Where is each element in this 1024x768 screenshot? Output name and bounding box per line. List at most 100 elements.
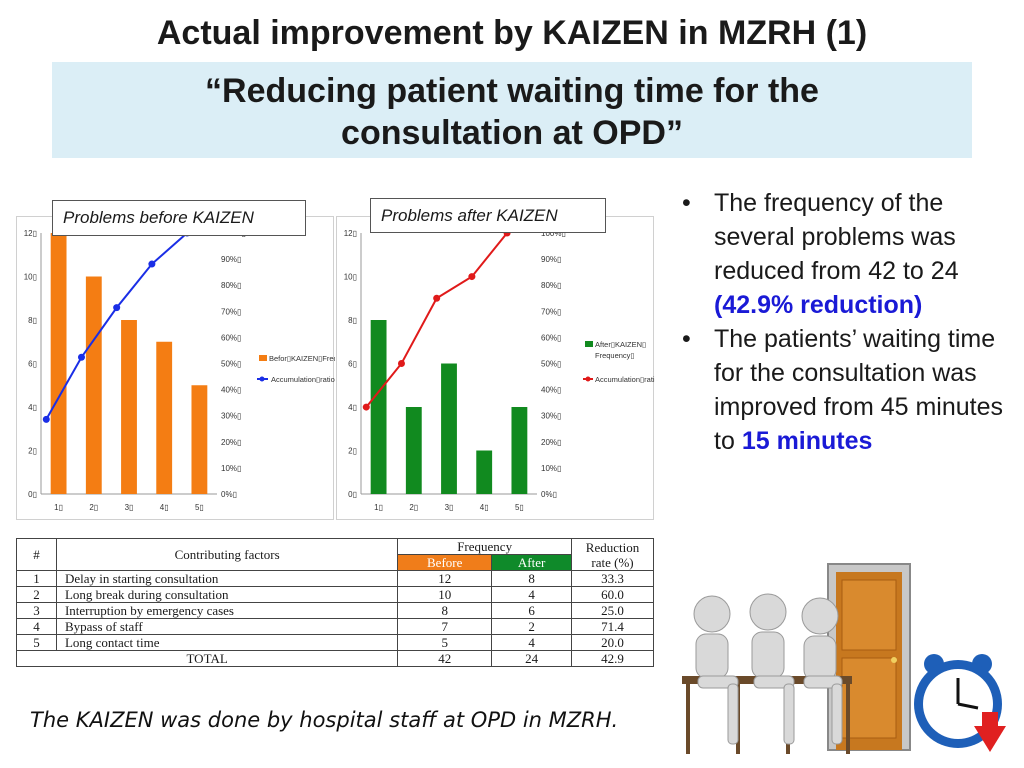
y2-tick-label: 30%▯ (541, 412, 561, 421)
bullet-2-text: The patients’ waiting time for the consu… (714, 325, 1004, 455)
y-tick-label: 10▯ (344, 273, 357, 282)
y-tick-label: 12▯ (24, 229, 37, 238)
y2-tick-label: 90%▯ (541, 255, 561, 264)
x-tick-label: 5▯ (195, 503, 204, 512)
y2-tick-label: 100%▯ (541, 229, 566, 238)
table-row: 3 Interruption by emergency cases 8 6 25.0 (16, 602, 654, 619)
x-tick-label: 2▯ (89, 503, 98, 512)
cell-factor: Bypass of staff (55, 618, 399, 635)
chart-after-svg: 0▯ 2▯ 4▯ 6▯ 8▯ 10▯ 12▯ 0%▯ 10%▯ 20%▯ 30%▯ 40%▯ 50%▯ 6… (344, 229, 655, 512)
x-tick-label: 3▯ (445, 503, 454, 512)
cell-before: 10 (397, 586, 493, 603)
legend-label: Befor▯KAIZEN▯Frequency▯ (269, 354, 335, 363)
line-point (42, 415, 50, 423)
line-point (362, 403, 370, 411)
y-tick-label: 2▯ (348, 447, 357, 456)
cell-num: 2 (16, 586, 57, 603)
y2-tick-label: 50%▯ (221, 360, 241, 369)
cell-rate: 20.0 (571, 634, 654, 651)
x-tick-label: 5▯ (515, 503, 524, 512)
y-tick-label: 4▯ (28, 403, 37, 412)
bar (121, 320, 137, 494)
bar (50, 233, 67, 494)
y-tick-label: 0▯ (348, 490, 357, 499)
y-tick-label: 8▯ (28, 316, 37, 325)
bar (405, 407, 422, 494)
bullet-dot-icon: • (682, 189, 691, 217)
cell-num: 5 (16, 634, 57, 651)
bullet-list: • The frequency of the several problems … (680, 186, 1010, 458)
bullet-dot-icon: • (682, 325, 691, 353)
y2-tick-label: 70%▯ (221, 307, 241, 316)
cell-after: 6 (491, 602, 573, 619)
header-num: # (16, 538, 57, 571)
cell-factor: Interruption by emergency cases (55, 602, 399, 619)
bar (85, 276, 102, 494)
y2-tick-label: 30%▯ (221, 412, 241, 421)
cell-after: 4 (491, 586, 573, 603)
cell-before: 5 (397, 634, 493, 651)
table-row: 2 Long break during consultation 10 4 60.0 (16, 586, 654, 603)
cell-factor: Long break during consultation (55, 586, 399, 603)
y-tick-label: 10▯ (24, 273, 37, 282)
bar (156, 341, 173, 494)
y2-tick-label: 80%▯ (541, 281, 561, 290)
cell-rate: 33.3 (571, 570, 654, 587)
total-label: TOTAL (15, 650, 399, 667)
y2-tick-label: 0%▯ (221, 490, 237, 499)
legend-label: After▯KAIZEN▯ (595, 340, 646, 349)
header-reduction: Reduction rate (%) (571, 538, 654, 571)
line-point (468, 273, 476, 281)
chart-before-svg: 0▯ 2▯ 4▯ 6▯ 8▯ 10▯ 12▯ 0%▯ 10%▯ 20%▯ 30%▯ 40%▯ 50%▯ 6… (24, 229, 335, 512)
line-point (113, 304, 121, 312)
y2-tick-label: 60%▯ (221, 333, 241, 342)
y2-tick-label: 70%▯ (541, 307, 561, 316)
cell-before: 7 (397, 618, 493, 635)
y2-tick-label: 20%▯ (541, 438, 561, 447)
subtitle-box: “Reducing patient waiting time for the c… (52, 62, 972, 158)
line-point (397, 360, 405, 367)
legend-swatch-point (585, 376, 591, 382)
total-after: 24 (491, 650, 573, 667)
bullet-item-waiting-time: • The patients’ waiting time for the con… (680, 322, 1010, 458)
y-tick-label: 6▯ (348, 360, 357, 369)
cell-before: 8 (397, 602, 493, 619)
y-tick-label: 0▯ (28, 490, 37, 499)
cell-factor: Long contact time (55, 634, 399, 651)
legend-label: Accumulation▯ratio▯ (271, 375, 335, 384)
chart-before-kaizen: 0▯ 2▯ 4▯ 6▯ 8▯ 10▯ 12▯ 0%▯ 10%▯ 20%▯ 30%▯ 40%▯ 50%▯ 6… (16, 216, 335, 520)
line-point (77, 353, 85, 361)
y-tick-label: 4▯ (348, 403, 357, 412)
person-figures-icon (693, 593, 843, 745)
bar (370, 320, 387, 494)
waiting-patients-illustration (682, 563, 1006, 754)
y2-tick-label: 40%▯ (541, 386, 561, 395)
cell-num: 3 (16, 602, 57, 619)
y-tick-label: 8▯ (348, 316, 357, 325)
accumulation-line (365, 232, 508, 408)
header-frequency: Frequency (397, 538, 573, 555)
legend-label: Frequency▯ (595, 351, 635, 360)
subtitle-line-1: “Reducing patient waiting time for the (205, 72, 819, 110)
header-reduction-line2: rate (%) (591, 554, 634, 570)
x-tick-label: 1▯ (54, 503, 63, 512)
line-point (148, 260, 156, 268)
cell-rate: 71.4 (571, 618, 654, 635)
y2-tick-label: 0%▯ (541, 490, 557, 499)
y2-tick-label: 40%▯ (221, 386, 241, 395)
bar (441, 363, 457, 494)
y2-tick-label: 10%▯ (541, 464, 561, 473)
bullet-2-highlight: 15 minutes (741, 427, 873, 455)
table-body: 1 Delay in starting consultation 12 8 33.3 2 L… (16, 570, 654, 651)
header-factors: Contributing factors (55, 538, 399, 571)
y2-tick-label: 20%▯ (221, 438, 241, 447)
slide-title: Actual improvement by KAIZEN in MZRH (1) (156, 14, 868, 52)
bar (191, 385, 208, 494)
bullet-item-frequency: • The frequency of the several problems … (680, 186, 1010, 322)
header-reduction-line1: Reduction (585, 539, 640, 555)
y2-tick-label: 50%▯ (541, 360, 561, 369)
total-before: 42 (397, 650, 493, 667)
chart-label-after: Problems after KAIZEN (370, 198, 606, 233)
header-before: Before (397, 554, 493, 571)
x-tick-label: 4▯ (160, 503, 169, 512)
